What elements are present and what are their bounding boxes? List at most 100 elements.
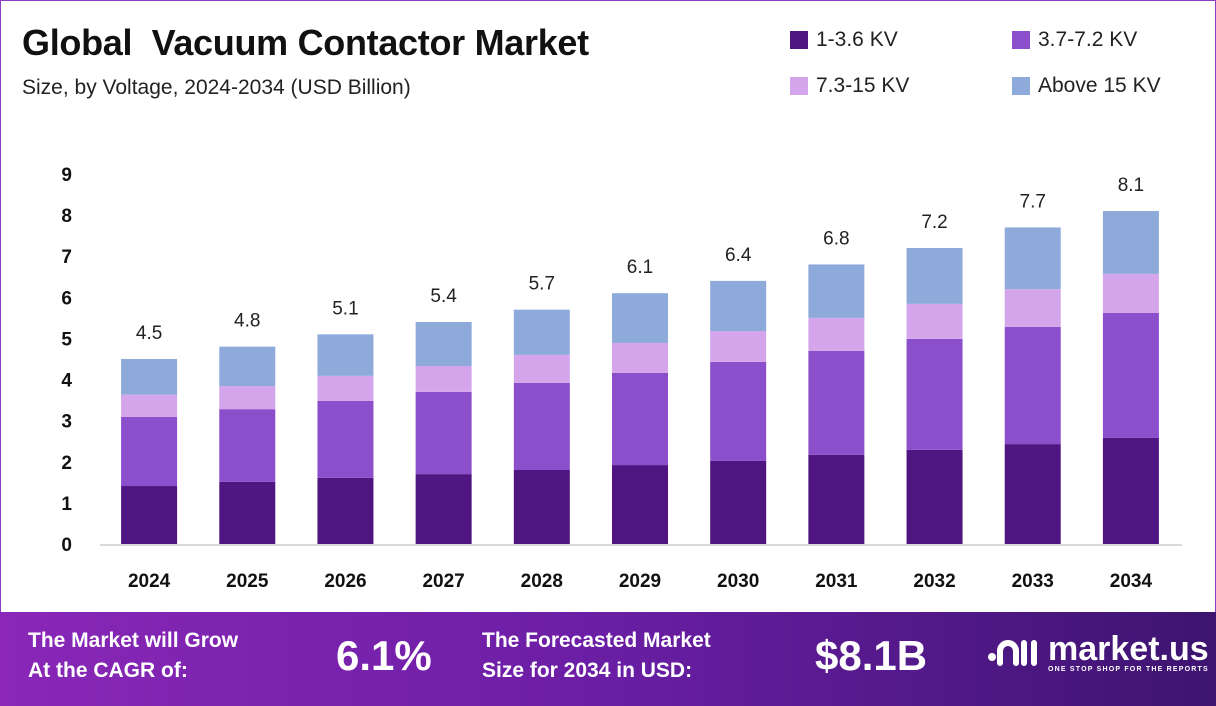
- cagr-label-line: The Market will Grow: [28, 629, 239, 652]
- bar-segment-2029-series-3: [612, 293, 668, 343]
- total-label: 6.1: [627, 257, 653, 278]
- y-tick-label: 2: [61, 453, 72, 474]
- cagr-value: 6.1%: [336, 632, 432, 679]
- legend-swatch: [1012, 31, 1030, 49]
- bar-segment-2024-series-2: [121, 394, 178, 417]
- chart-subtitle: Size, by Voltage, 2024-2034 (USD Billion…: [22, 76, 411, 99]
- x-tick-label: 2026: [324, 571, 366, 592]
- bar-segment-2033-series-2: [1004, 289, 1061, 327]
- bar-segment-2029-series-1: [612, 372, 668, 466]
- total-label: 6.8: [823, 228, 849, 249]
- x-tick-label: 2031: [815, 571, 858, 592]
- chart-plot: 0 1 2 3 4 5 6 7 8 9 4.5 2024 4.8 2025 5.1 2026 5.4 2027 5.…: [61, 165, 1182, 592]
- bar-segment-2027-series-3: [415, 322, 472, 366]
- bar-segment-2027-series-2: [415, 365, 472, 392]
- forecast-label-line: The Forecasted Market: [482, 629, 711, 652]
- bar-segment-2030-series-3: [710, 280, 767, 332]
- bar-segment-2028-series-1: [513, 382, 570, 470]
- bar-segment-2032-series-3: [906, 248, 963, 304]
- bar-segment-2031-series-2: [808, 317, 865, 351]
- bar-segment-2032-series-1: [906, 338, 963, 450]
- bar-segment-2030-series-2: [710, 331, 767, 362]
- x-tick-label: 2030: [717, 571, 759, 592]
- bar-segment-2034-series-2: [1102, 273, 1159, 313]
- bar-segment-2024-series-3: [121, 359, 178, 395]
- x-tick-label: 2025: [226, 571, 269, 592]
- bar-segment-2034-series-0: [1102, 437, 1159, 544]
- y-tick-label: 1: [61, 494, 72, 515]
- bar-segment-2026-series-3: [317, 334, 374, 376]
- cagr-label: The Market will Grow At the CAGR of:: [28, 626, 238, 686]
- bar-segment-2024-series-0: [121, 486, 178, 544]
- bar-segment-2029-series-0: [612, 465, 668, 544]
- bar-segment-2026-series-2: [317, 375, 374, 401]
- logo-tagline: ONE STOP SHOP FOR THE REPORTS: [1048, 666, 1209, 673]
- forecast-label-line: Size for 2034 in USD:: [482, 659, 693, 682]
- legend-swatch: [1012, 77, 1030, 95]
- legend-item: 3.7-7.2 KV: [1012, 28, 1137, 52]
- total-label: 4.5: [136, 323, 162, 344]
- x-tick-label: 2032: [913, 571, 955, 592]
- legend-label: 7.3-15 KV: [816, 74, 910, 97]
- bar-segment-2029-series-2: [612, 342, 668, 373]
- logo-mark-icon: [988, 639, 1037, 666]
- y-tick-label: 4: [61, 371, 72, 392]
- legend-item: Above 15 KV: [1012, 74, 1161, 98]
- bar-segment-2033-series-1: [1004, 326, 1061, 445]
- total-label: 8.1: [1118, 175, 1144, 196]
- total-label: 7.7: [1020, 191, 1046, 212]
- total-label: 5.7: [529, 274, 555, 295]
- bar-segment-2031-series-0: [808, 454, 865, 544]
- x-tick-label: 2034: [1110, 571, 1153, 592]
- legend-label: 1-3.6 KV: [816, 28, 898, 51]
- bar-segment-2033-series-0: [1004, 444, 1061, 544]
- bar-segment-2028-series-3: [513, 309, 570, 355]
- y-tick-label: 0: [61, 535, 72, 556]
- x-tick-label: 2024: [128, 571, 171, 592]
- bar-segment-2030-series-0: [710, 460, 767, 544]
- x-tick-label: 2027: [422, 571, 464, 592]
- legend-item: 7.3-15 KV: [790, 74, 909, 98]
- y-tick-label: 7: [61, 247, 72, 268]
- y-tick-label: 6: [61, 288, 72, 309]
- forecast-value: $8.1B: [815, 632, 928, 679]
- bar-segment-2033-series-3: [1004, 227, 1061, 290]
- total-label: 5.1: [332, 298, 358, 319]
- bar-segment-2025-series-3: [219, 346, 276, 387]
- bar-segment-2028-series-2: [513, 354, 570, 383]
- bar-segment-2026-series-0: [317, 477, 374, 544]
- bar-segment-2027-series-0: [415, 474, 472, 544]
- legend-item: 1-3.6 KV: [790, 28, 898, 52]
- y-tick-label: 9: [61, 165, 72, 186]
- cagr-label-line: At the CAGR of:: [28, 659, 188, 682]
- bar-segment-2025-series-2: [219, 386, 276, 410]
- bar-segment-2030-series-1: [710, 361, 767, 461]
- bar-segment-2032-series-2: [906, 303, 963, 339]
- bar-segment-2025-series-0: [219, 481, 276, 544]
- bar-segment-2028-series-0: [513, 470, 570, 544]
- y-tick-label: 8: [61, 206, 72, 227]
- bar-segment-2034-series-1: [1102, 312, 1159, 438]
- y-tick-label: 5: [61, 329, 72, 350]
- bar-segment-2026-series-1: [317, 400, 374, 478]
- logo-text: market.us: [1048, 630, 1209, 668]
- legend-swatch: [790, 77, 808, 95]
- footer-banner: The Market will Grow At the CAGR of: 6.1%…: [0, 612, 1216, 706]
- bar-segment-2031-series-3: [808, 264, 865, 318]
- x-tick-label: 2033: [1012, 571, 1054, 592]
- chart-title: Global Vacuum Contactor Market: [22, 22, 589, 63]
- x-tick-label: 2028: [521, 571, 563, 592]
- forecast-label: The Forecasted Market Size for 2034 in US…: [482, 626, 711, 686]
- total-label: 5.4: [430, 286, 457, 307]
- bar-segment-2027-series-1: [415, 391, 472, 475]
- legend-label: Above 15 KV: [1038, 74, 1161, 97]
- bar-segment-2034-series-3: [1102, 211, 1159, 274]
- bar-segment-2024-series-1: [121, 416, 178, 487]
- legend-swatch: [790, 31, 808, 49]
- total-label: 4.8: [234, 311, 260, 332]
- bar-segment-2031-series-1: [808, 350, 865, 455]
- y-tick-label: 3: [61, 412, 72, 433]
- total-label: 6.4: [725, 245, 752, 266]
- bar-segment-2025-series-1: [219, 409, 276, 482]
- legend-label: 3.7-7.2 KV: [1038, 28, 1138, 51]
